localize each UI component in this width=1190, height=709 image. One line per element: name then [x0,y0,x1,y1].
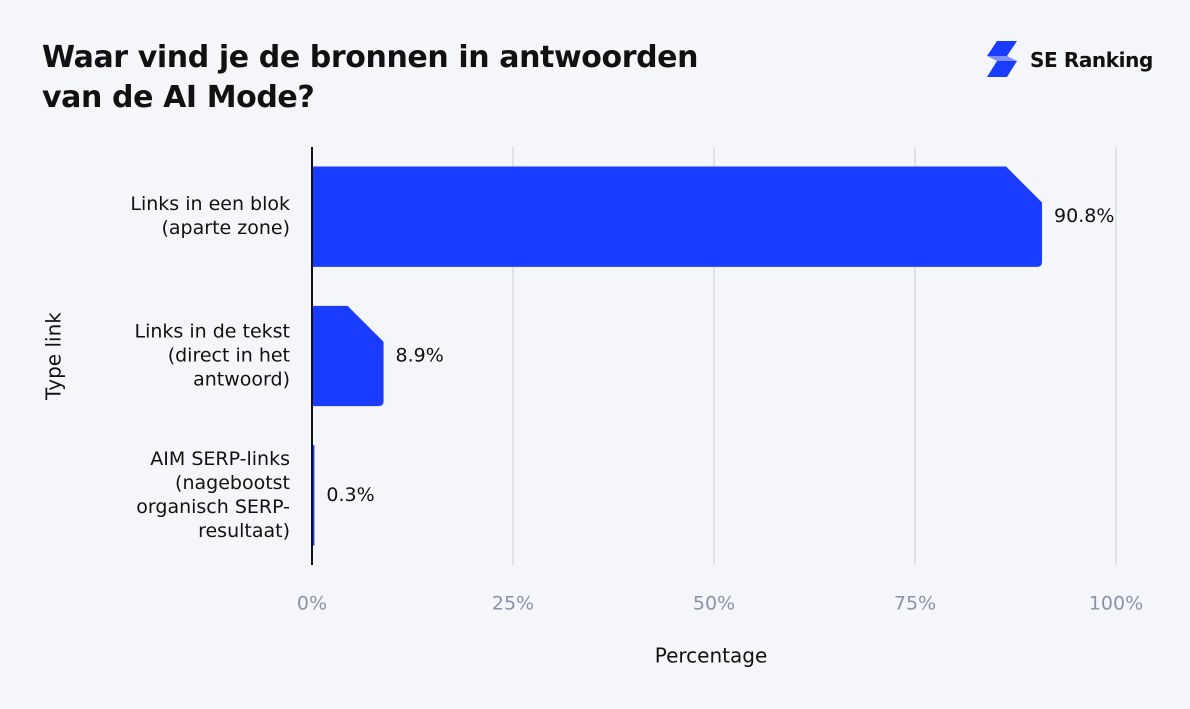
brand-logo: SE Ranking [984,40,1153,80]
x-tick-label: 75% [894,593,936,615]
category-label: Links in een blok (aparte zone) [130,193,290,239]
bar [312,166,1043,267]
chart-title-line-1: Waar vind je de bronnen in antwoorden [42,40,699,75]
x-tick-label: 100% [1089,593,1143,615]
chart-title: Waar vind je de bronnen in antwoorden va… [42,38,802,118]
category-label: AIM SERP-links (nagebootst organisch SERP-… [136,448,290,542]
x-tick-label: 25% [492,593,534,615]
category-label: Links in de tekst (direct in het antwoord) [135,321,291,391]
x-tick-label: 50% [693,593,735,615]
y-axis-title: Type link [42,312,66,401]
brand-name: SE Ranking [1030,48,1153,72]
chart-title-line-2: van de AI Mode? [42,80,315,115]
data-label: 90.8% [1054,205,1114,227]
x-tick-label: 0% [297,593,327,615]
lightning-bolt-icon [984,40,1020,80]
x-axis-title: Percentage [655,644,768,668]
data-label: 8.9% [396,345,444,367]
bar [312,305,384,407]
data-label: 0.3% [326,484,374,506]
